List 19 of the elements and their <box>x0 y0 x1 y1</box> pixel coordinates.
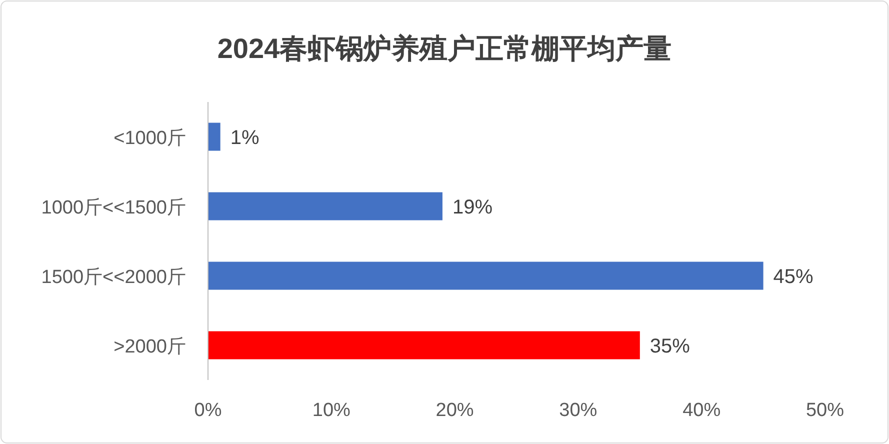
y-tick-label: >2000斤 <box>114 336 186 358</box>
x-tick-label: 20% <box>436 400 474 421</box>
x-tick-label: 40% <box>682 400 721 421</box>
bar <box>208 192 442 220</box>
data-label: 1% <box>230 126 260 149</box>
bar <box>208 331 640 360</box>
chart-title: 2024春虾锅炉养殖户正常棚平均产量 <box>217 33 672 64</box>
data-label: 19% <box>452 196 493 218</box>
x-tick-label: 10% <box>312 400 351 421</box>
bar <box>208 122 220 151</box>
y-tick-label: 1500斤<<2000斤 <box>41 266 186 288</box>
data-label: 45% <box>773 266 814 288</box>
bar <box>208 262 764 290</box>
y-tick-label: <1000斤 <box>114 128 186 149</box>
x-tick-label: 30% <box>559 400 598 421</box>
x-tick-label: 50% <box>806 400 844 421</box>
y-tick-label: 1000斤<<1500斤 <box>41 197 186 218</box>
data-label: 35% <box>650 335 690 358</box>
x-tick-label: 0% <box>194 400 222 421</box>
